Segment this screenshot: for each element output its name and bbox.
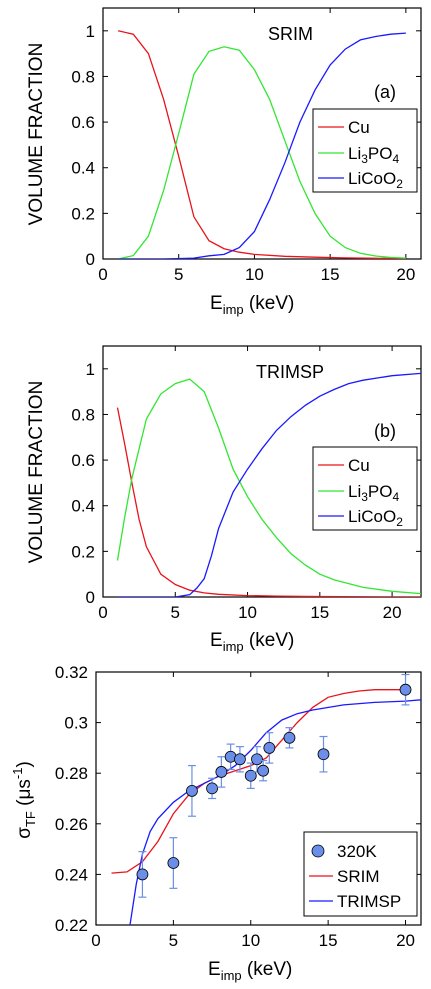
legend-label-li3po4-b: Li3PO4	[348, 482, 399, 504]
series-line-a-li3po4	[117, 46, 406, 259]
data-point-8	[251, 753, 263, 766]
legend-label-licoo2-a: LiCoO2	[348, 169, 403, 191]
x-tick-label-b-1: 5	[171, 603, 180, 622]
legend-c: 320K SRIM TRIMSP	[303, 831, 418, 917]
data-point-0	[136, 868, 149, 881]
legend-box-c	[303, 831, 418, 917]
y-tick-label-a-4: 0.8	[71, 67, 95, 86]
x-tick-label-c-0: 0	[91, 931, 100, 950]
series-line-a-cu	[117, 30, 406, 259]
x-tick-label-a-2: 10	[245, 265, 264, 284]
y-tick-label-b-5: 1	[86, 360, 95, 379]
series-line-a-licoo2	[118, 32, 406, 259]
data-point-9	[257, 764, 270, 777]
x-tick-label-a-4: 20	[396, 265, 415, 284]
legend-marker-320k	[311, 844, 325, 858]
panel-title-a: SRIM	[268, 24, 313, 44]
y-tick-label-c-2: 0.26	[55, 815, 88, 834]
legend-label-li3po4-a: Li3PO4	[348, 144, 399, 166]
panel-a: VOLUME FRACTION SRIM (a) Eimp (keV) 0 5 10…	[26, 7, 422, 317]
x-tick-label-c-1: 5	[169, 931, 178, 950]
series-line-b-li3po4	[116, 378, 421, 595]
data-point-6	[234, 753, 246, 766]
data-point-1	[167, 857, 180, 869]
legend-label-trimsp: TRIMSP	[337, 892, 401, 911]
y-axis-label-b: VOLUME FRACTION	[26, 381, 47, 564]
x-axis-label-b: Eimp (keV)	[210, 630, 294, 654]
y-tick-label-a-3: 0.6	[71, 113, 95, 132]
data-point-4	[215, 766, 228, 778]
data-point-11	[283, 731, 296, 744]
x-tick-label-c-2: 10	[241, 931, 260, 950]
data-point-7	[244, 769, 257, 782]
series-line-b-cu	[116, 407, 421, 597]
legend-a: Cu Li3PO4 LiCoO2	[312, 108, 418, 193]
legend-label-licoo2-b: LiCoO2	[348, 507, 403, 529]
series-line-c-trimsp	[129, 699, 421, 925]
x-axis-label-a: Eimp (keV)	[210, 293, 294, 317]
legend-label-srim: SRIM	[337, 867, 380, 886]
x-tick-label-b-3: 15	[310, 603, 329, 622]
legend-label-320k: 320K	[337, 842, 377, 861]
y-tick-label-b-2: 0.4	[71, 497, 95, 516]
data-point-13	[399, 683, 412, 696]
x-tick-label-b-4: 20	[383, 603, 402, 622]
y-tick-label-b-3: 0.6	[71, 451, 95, 470]
y-tick-label-c-5: 0.32	[55, 663, 88, 682]
panel-title-b: TRIMSP	[256, 362, 324, 382]
data-point-3	[206, 782, 218, 795]
plot-frame-c	[95, 671, 422, 926]
panel-b: VOLUME FRACTION TRIMSP (b) Eimp (keV) 0 5…	[26, 345, 422, 654]
y-tick-label-b-4: 0.8	[71, 405, 95, 424]
data-point-10	[263, 742, 276, 754]
x-tick-label-a-0: 0	[98, 265, 107, 284]
data-point-12	[317, 748, 330, 761]
y-tick-label-a-0: 0	[86, 250, 95, 269]
legend-b: Cu Li3PO4 LiCoO2	[312, 446, 418, 531]
x-tick-label-c-3: 15	[319, 931, 338, 950]
x-tick-label-a-3: 15	[321, 265, 340, 284]
series-line-b-licoo2	[117, 372, 421, 597]
y-axis-label-c: σTF (μs-1)	[10, 761, 38, 839]
legend-label-cu-a: Cu	[348, 118, 370, 137]
y-tick-label-c-1: 0.24	[55, 865, 88, 884]
y-tick-label-a-5: 1	[86, 22, 95, 41]
panel-label-a: (a)	[374, 82, 396, 102]
y-tick-label-c-3: 0.28	[55, 764, 88, 783]
plot-frame-a	[102, 7, 422, 260]
x-tick-label-b-2: 10	[238, 603, 257, 622]
y-tick-label-a-2: 0.4	[71, 159, 95, 178]
y-tick-label-c-4: 0.3	[64, 714, 88, 733]
x-tick-label-c-4: 20	[396, 931, 415, 950]
legend-label-cu-b: Cu	[348, 456, 370, 475]
panel-label-b: (b)	[374, 421, 396, 441]
panel-c: σTF (μs-1) Eimp (keV) 0 5 10 15 20 0.22 0.24 0.…	[10, 663, 422, 983]
y-tick-label-c-0: 0.22	[55, 916, 88, 935]
plot-frame-b	[102, 345, 422, 598]
y-axis-label-a: VOLUME FRACTION	[26, 43, 47, 226]
x-tick-label-b-0: 0	[98, 603, 107, 622]
y-tick-label-a-1: 0.2	[71, 204, 95, 223]
x-axis-label-c: Eimp (keV)	[208, 959, 292, 983]
y-tick-label-b-1: 0.2	[71, 542, 95, 561]
data-point-2	[186, 785, 198, 797]
x-tick-label-a-1: 5	[174, 265, 183, 284]
y-tick-label-b-0: 0	[86, 588, 95, 607]
